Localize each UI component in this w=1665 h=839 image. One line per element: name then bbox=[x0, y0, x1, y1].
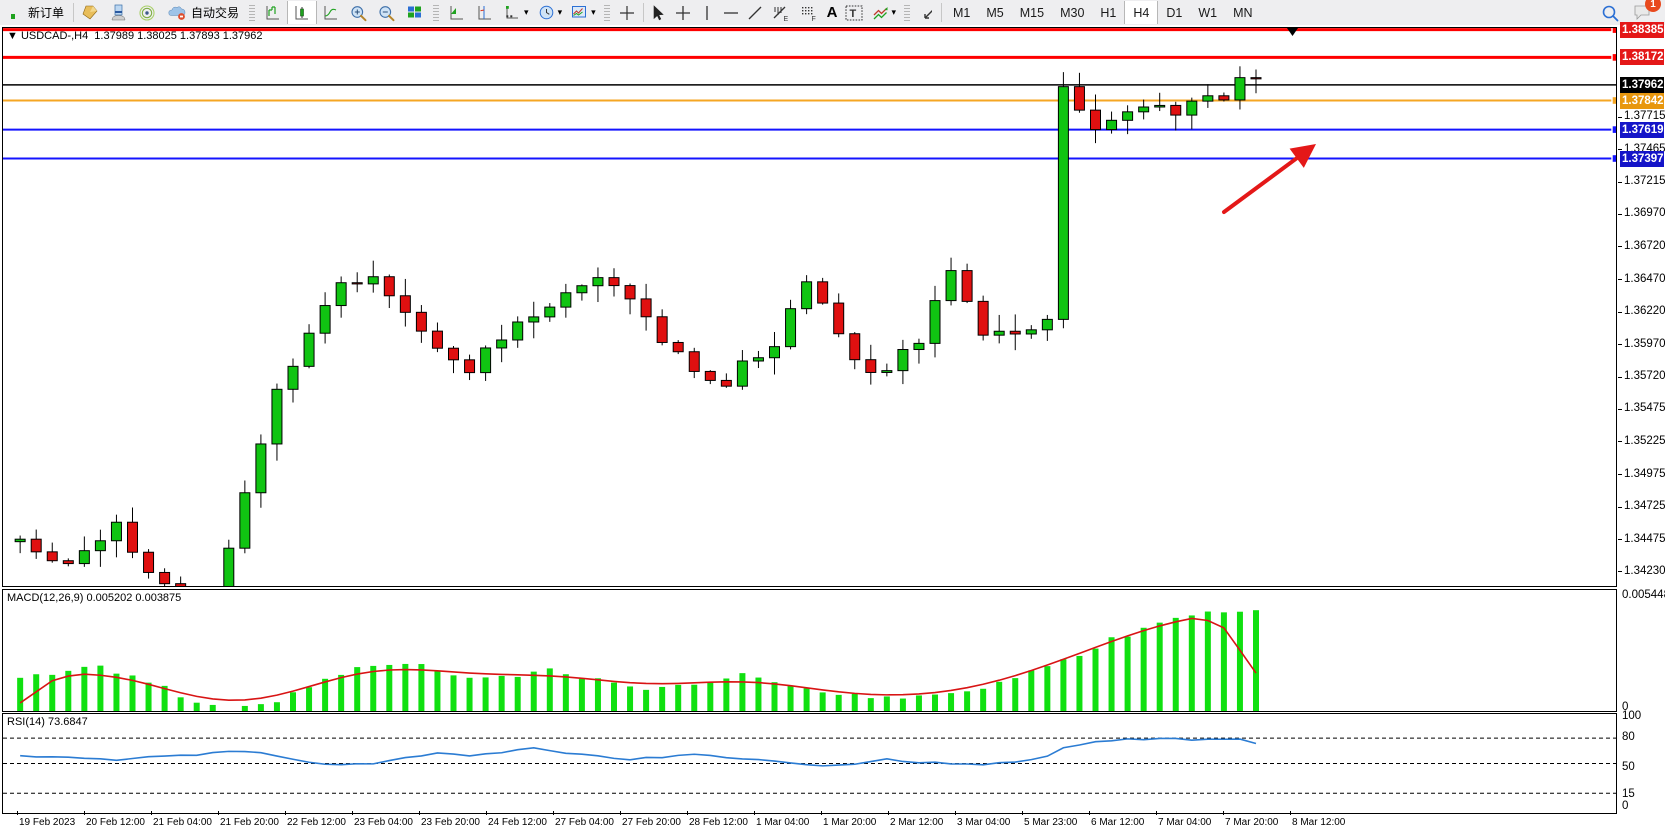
svg-text:T: T bbox=[850, 8, 857, 20]
svg-text:F: F bbox=[811, 16, 815, 22]
svg-text:E: E bbox=[783, 16, 788, 22]
